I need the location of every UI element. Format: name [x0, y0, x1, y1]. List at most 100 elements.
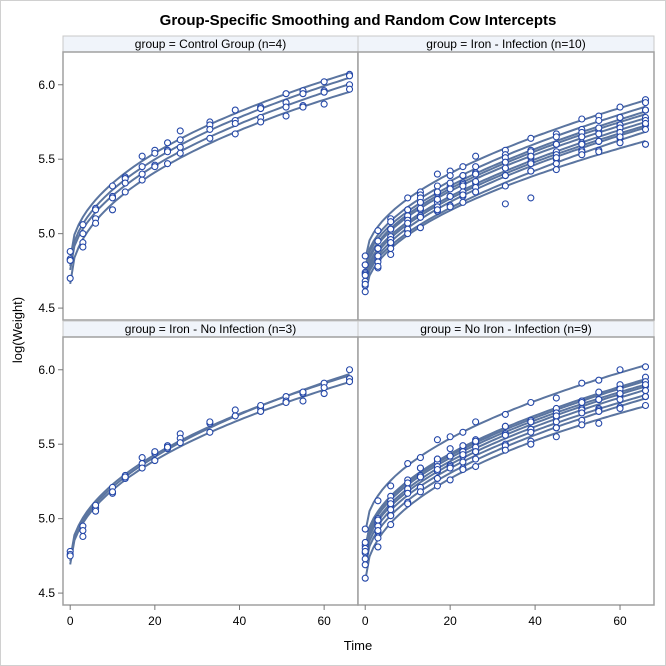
data-point: [163, 443, 172, 451]
data-point: [361, 555, 369, 563]
panel-plot-area: [66, 70, 354, 285]
data-point: [361, 574, 369, 582]
data-point: [552, 418, 560, 426]
data-point: [459, 451, 467, 459]
x-tick-label: 0: [362, 614, 369, 628]
data-point: [121, 188, 129, 196]
data-point: [552, 166, 560, 174]
data-point: [387, 512, 395, 520]
data-point: [257, 401, 265, 410]
y-tick-label: 5.0: [38, 512, 55, 526]
data-point: [176, 136, 184, 144]
data-point: [79, 230, 87, 238]
data-point: [163, 148, 172, 156]
panel-plot-area: [361, 363, 650, 582]
data-point: [79, 243, 87, 251]
data-point: [459, 191, 467, 199]
data-point: [320, 78, 328, 86]
data-point: [404, 219, 412, 227]
panel: group = Iron - No Infection (n=3) 4.5 5.0 5…: [38, 320, 359, 628]
data-point: [138, 152, 146, 160]
data-point: [299, 397, 307, 405]
data-point: [92, 501, 100, 509]
data-point: [231, 406, 239, 414]
x-tick-label: 40: [233, 614, 247, 628]
data-point: [446, 476, 454, 484]
data-point: [345, 366, 354, 374]
data-point: [92, 206, 100, 214]
data-point: [206, 418, 214, 426]
data-point: [459, 458, 467, 466]
data-point: [79, 527, 87, 535]
data-point: [595, 116, 603, 125]
data-point: [501, 200, 509, 208]
panel-header-label: group = Iron - No Infection (n=3): [125, 322, 296, 336]
x-axis-label: Time: [344, 638, 372, 653]
data-point: [433, 474, 441, 482]
y-tick-label: 5.5: [38, 437, 55, 451]
data-point: [345, 85, 354, 93]
data-point: [387, 239, 395, 247]
data-point: [527, 167, 535, 175]
data-point: [387, 250, 395, 259]
data-point: [616, 139, 624, 147]
data-point: [446, 185, 454, 193]
data-point: [446, 172, 454, 180]
data-point: [641, 119, 650, 128]
data-point: [641, 140, 650, 148]
data-point: [501, 164, 509, 172]
data-point: [416, 198, 424, 206]
data-point: [595, 124, 603, 132]
data-point: [416, 464, 424, 472]
data-point: [501, 172, 509, 180]
data-point: [206, 125, 214, 133]
data-point: [433, 436, 441, 444]
data-point: [92, 219, 100, 227]
data-point: [472, 170, 480, 178]
data-point: [433, 482, 441, 490]
data-point: [416, 224, 424, 232]
data-point: [527, 134, 535, 142]
data-point: [578, 140, 586, 148]
data-point: [501, 182, 509, 190]
data-point: [416, 204, 424, 212]
data-point: [459, 172, 467, 180]
data-point: [320, 88, 328, 96]
data-point: [387, 225, 395, 233]
y-tick-label: 5.0: [38, 227, 55, 241]
data-point: [163, 139, 172, 147]
data-point: [552, 160, 560, 168]
chart-title: Group-Specific Smoothing and Random Cow …: [160, 12, 557, 29]
data-point: [176, 149, 184, 157]
panel: group = No Iron - Infection (n=9) 0 20 40 60: [357, 320, 655, 628]
data-point: [616, 395, 624, 404]
data-point: [459, 163, 467, 171]
panel: group = Control Group (n=4) 4.5 5.0 5.5 6.0: [38, 35, 359, 321]
data-point: [616, 366, 624, 374]
data-point: [361, 252, 369, 260]
data-point: [446, 464, 454, 472]
panels: group = Control Group (n=4)4.55.05.56.0g…: [38, 35, 655, 628]
data-point: [387, 244, 395, 253]
data-point: [138, 176, 146, 184]
data-point: [176, 143, 184, 151]
data-point: [578, 379, 586, 387]
data-point: [578, 151, 586, 159]
panel-frame: [62, 336, 359, 606]
data-point: [527, 152, 535, 160]
data-point: [361, 280, 369, 288]
data-point: [459, 442, 467, 450]
data-point: [552, 140, 560, 148]
data-point: [501, 158, 509, 166]
data-point: [433, 455, 441, 463]
y-tick-label: 4.5: [38, 301, 55, 315]
panel-header-label: group = Control Group (n=4): [135, 37, 286, 51]
data-point: [595, 376, 603, 384]
data-point: [472, 188, 480, 196]
data-point: [472, 448, 480, 456]
panel-header-label: group = Iron - Infection (n=10): [426, 37, 585, 51]
data-point: [387, 506, 395, 514]
data-point: [459, 428, 467, 436]
data-point: [527, 160, 535, 168]
